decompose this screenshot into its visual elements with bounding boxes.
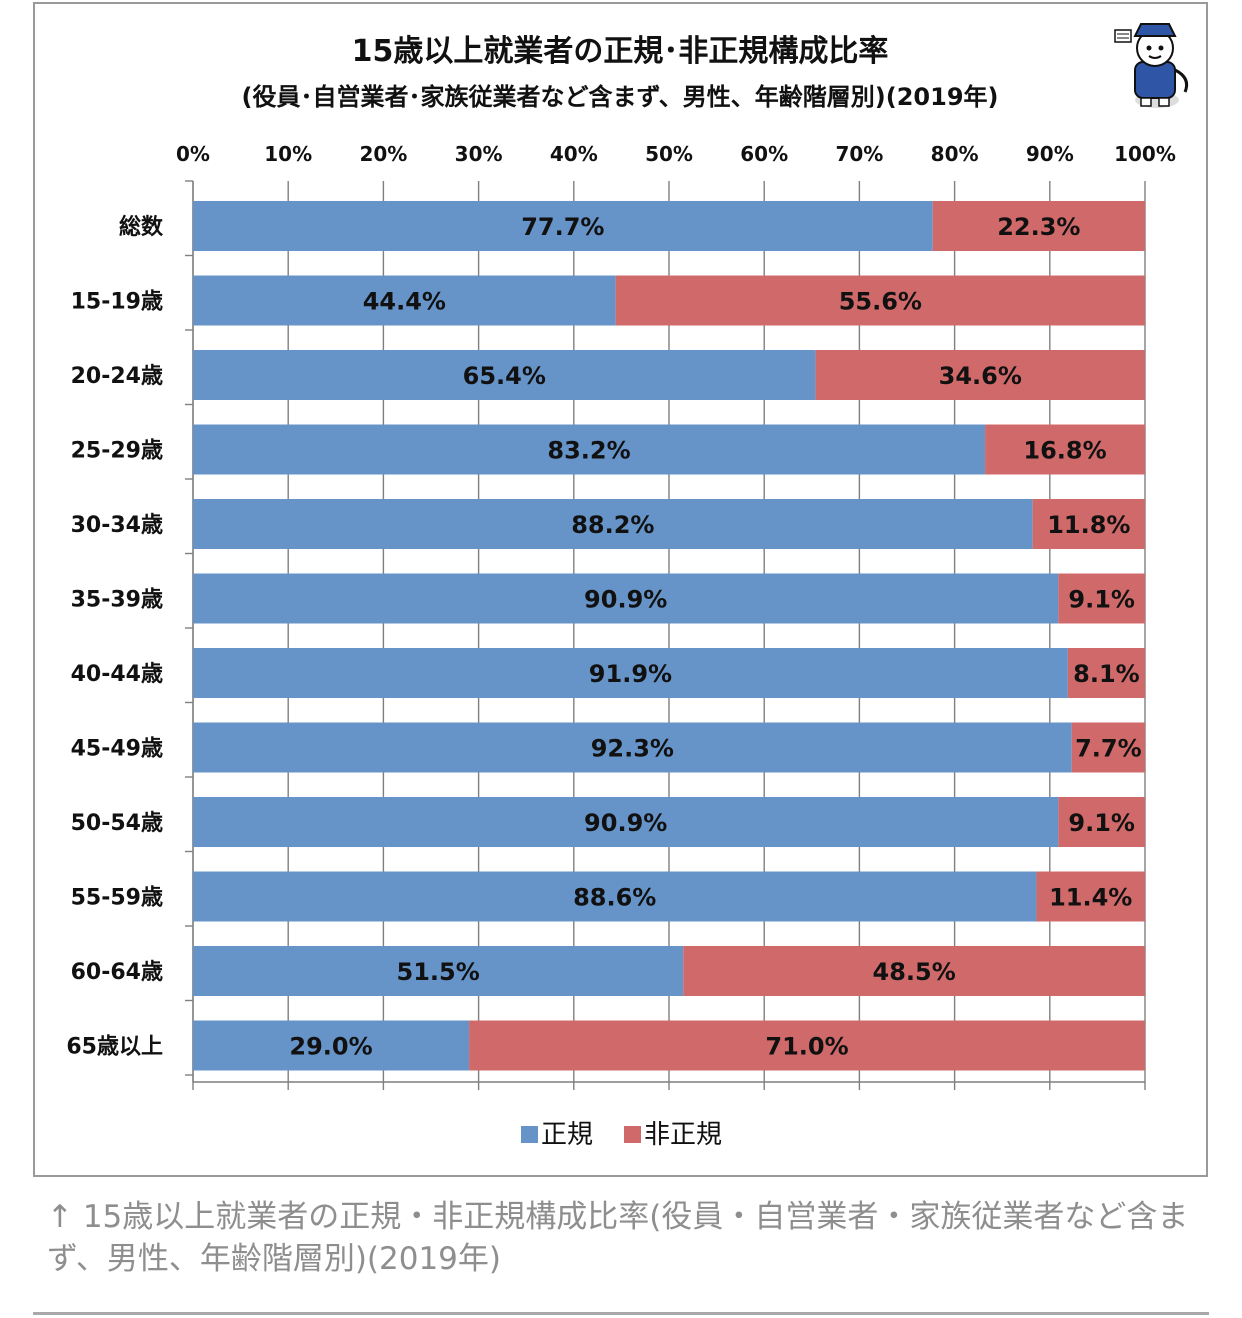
bar-regular <box>193 946 684 996</box>
data-label-nonregular: 34.6% <box>939 362 1022 390</box>
bar-regular <box>193 424 986 475</box>
data-label-regular: 83.2% <box>547 437 630 465</box>
data-label-regular: 51.5% <box>397 958 480 986</box>
chart: 15歳以上就業者の正規･非正規構成比率 (役員･自営業者･家族従業者など含まず、… <box>66 23 1189 1150</box>
bar-nonregular <box>985 424 1145 475</box>
bar-nonregular <box>1058 573 1145 624</box>
legend-label: 正規 <box>541 1120 593 1150</box>
data-label-regular: 65.4% <box>463 362 546 390</box>
x-tick-label: 0% <box>176 142 210 166</box>
bar-regular <box>193 201 933 251</box>
legend-label: 非正規 <box>644 1120 722 1150</box>
data-label-nonregular: 11.8% <box>1047 511 1130 539</box>
bar-regular <box>193 871 1037 922</box>
x-tick-label: 40% <box>550 142 598 166</box>
bar-nonregular <box>932 201 1145 251</box>
bar-nonregular <box>1067 648 1145 698</box>
chart-frame: 15歳以上就業者の正規･非正規構成比率 (役員･自営業者･家族従業者など含まず、… <box>33 2 1208 1177</box>
data-label-regular: 88.6% <box>573 884 656 912</box>
data-label-nonregular: 48.5% <box>873 958 956 986</box>
bar-regular <box>193 1020 470 1071</box>
bar-nonregular <box>1032 499 1145 549</box>
bar-regular <box>193 722 1072 773</box>
bar-regular <box>193 499 1033 549</box>
bar-nonregular <box>1058 797 1145 847</box>
bar-regular <box>193 797 1059 847</box>
x-tick-label: 70% <box>835 142 883 166</box>
bar-nonregular <box>1071 722 1145 773</box>
bar-nonregular <box>815 350 1145 400</box>
data-label-regular: 92.3% <box>591 735 674 763</box>
category-label: 55-59歳 <box>71 886 163 911</box>
data-label-regular: 29.0% <box>289 1033 372 1061</box>
x-tick-label: 10% <box>264 142 312 166</box>
x-tick-label: 90% <box>1026 142 1074 166</box>
data-label-nonregular: 16.8% <box>1023 437 1106 465</box>
category-label: 60-64歳 <box>71 960 163 985</box>
bar-regular <box>193 350 816 400</box>
bar-nonregular <box>469 1020 1146 1071</box>
chart-title: 15歳以上就業者の正規･非正規構成比率 <box>352 34 889 69</box>
bar-regular <box>193 573 1059 624</box>
data-label-regular: 88.2% <box>571 511 654 539</box>
divider <box>33 1312 1209 1315</box>
category-label: 20-24歳 <box>71 364 163 389</box>
data-label-regular: 90.9% <box>584 586 667 614</box>
category-label: 30-34歳 <box>71 513 163 538</box>
x-tick-label: 30% <box>455 142 503 166</box>
x-tick-label: 100% <box>1114 142 1176 166</box>
data-label-nonregular: 7.7% <box>1075 735 1142 763</box>
bar-nonregular <box>1036 871 1145 922</box>
x-tick-label: 60% <box>740 142 788 166</box>
category-label: 40-44歳 <box>71 662 163 687</box>
chart-subtitle: (役員･自営業者･家族従業者など含まず、男性、年齢階層別)(2019年) <box>242 83 999 111</box>
data-label-regular: 77.7% <box>521 213 604 241</box>
legend-swatch <box>521 1126 538 1143</box>
category-label: 総数 <box>119 214 164 240</box>
category-label: 25-29歳 <box>71 439 163 464</box>
data-label-regular: 44.4% <box>363 288 446 316</box>
data-label-nonregular: 71.0% <box>765 1033 848 1061</box>
data-label-regular: 91.9% <box>589 660 672 688</box>
data-label-regular: 90.9% <box>584 809 667 837</box>
data-label-nonregular: 11.4% <box>1049 884 1132 912</box>
category-label: 15-19歳 <box>71 290 163 315</box>
bar-regular <box>193 275 616 326</box>
x-tick-label: 20% <box>359 142 407 166</box>
category-label: 45-49歳 <box>71 737 163 762</box>
data-label-nonregular: 55.6% <box>839 288 922 316</box>
data-label-nonregular: 22.3% <box>997 213 1080 241</box>
data-label-nonregular: 8.1% <box>1073 660 1140 688</box>
bar-nonregular <box>683 946 1145 996</box>
category-label: 50-54歳 <box>71 811 163 836</box>
x-tick-label: 50% <box>645 142 693 166</box>
data-label-nonregular: 9.1% <box>1068 586 1135 614</box>
data-label-nonregular: 9.1% <box>1068 809 1135 837</box>
legend-swatch <box>624 1126 641 1143</box>
bar-nonregular <box>615 275 1145 326</box>
category-label: 65歳以上 <box>66 1035 163 1060</box>
bar-regular <box>193 648 1068 698</box>
figure-caption: ↑ 15歳以上就業者の正規・非正規構成比率(役員・自営業者・家族従業者など含まず… <box>47 1199 1189 1277</box>
mascot-reporter-cat-icon <box>1114 23 1189 108</box>
x-tick-label: 80% <box>931 142 979 166</box>
category-label: 35-39歳 <box>71 588 163 613</box>
